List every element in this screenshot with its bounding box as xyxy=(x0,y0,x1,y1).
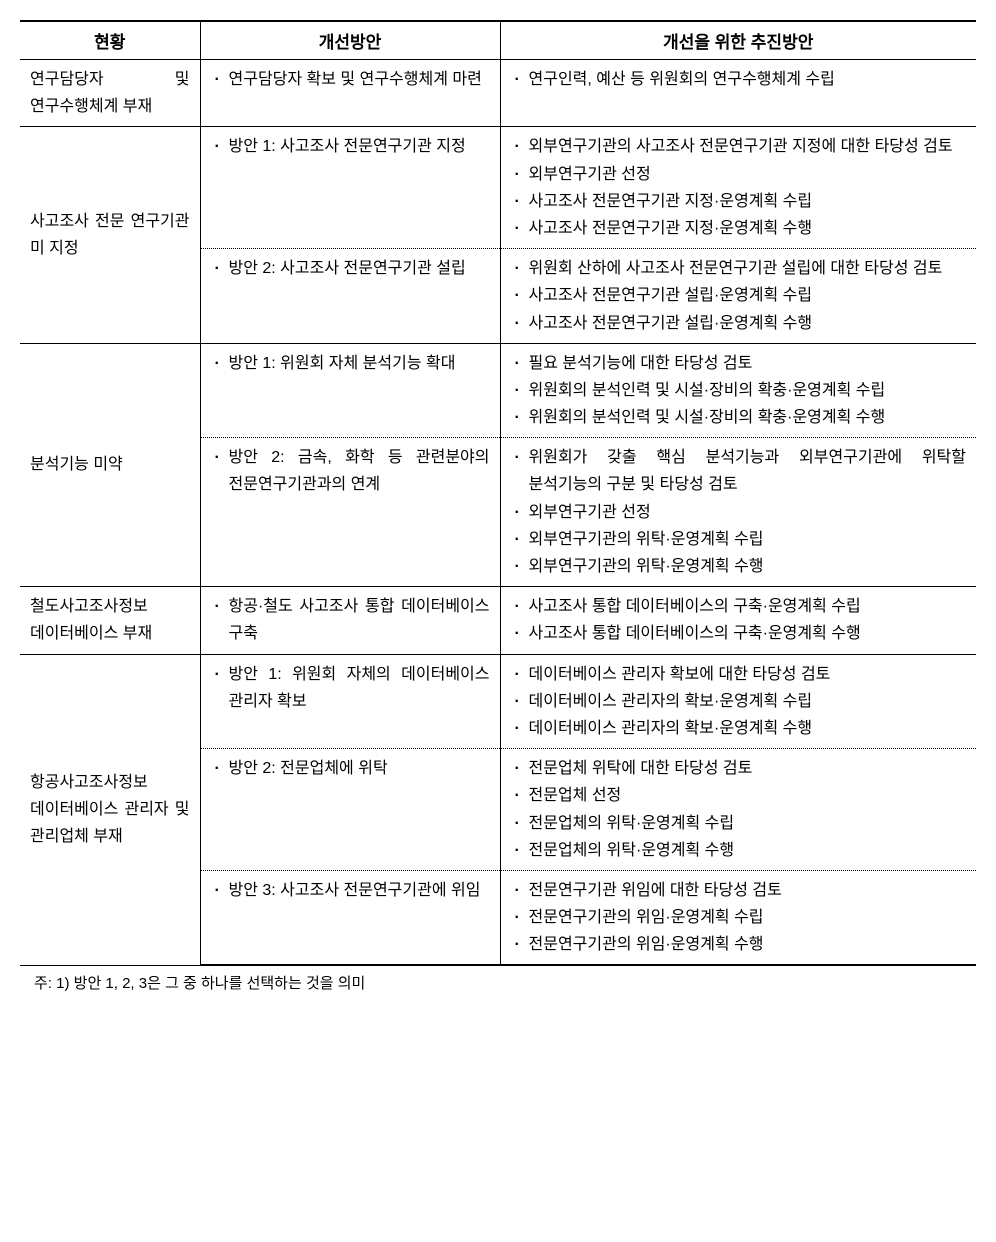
table-row: 연구담당자 및 연구수행체계 부재 연구담당자 확보 및 연구수행체계 마련 연구인… xyxy=(20,60,976,127)
status-cell: 분석기능 미약 xyxy=(20,343,200,587)
plan-cell: 데이터베이스 관리자 확보에 대한 타당성 검토데이터베이스 관리자의 확보·운… xyxy=(500,654,976,749)
col-header-improve: 개선방안 xyxy=(200,21,500,60)
plan-item: 외부연구기관의 위탁·운영계획 수립 xyxy=(511,526,967,553)
improve-cell: 방안 1: 위원회 자체의 데이터베이스 관리자 확보 xyxy=(200,654,500,749)
improve-cell: 연구담당자 확보 및 연구수행체계 마련 xyxy=(200,60,500,127)
plan-item: 데이터베이스 관리자의 확보·운영계획 수행 xyxy=(511,715,967,742)
plan-cell: 위원회 산하에 사고조사 전문연구기관 설립에 대한 타당성 검토사고조사 전문… xyxy=(500,249,976,344)
table-footnote: 주: 1) 방안 1, 2, 3은 그 중 하나를 선택하는 것을 의미 xyxy=(20,966,976,993)
improve-item: 방안 3: 사고조사 전문연구기관에 위임 xyxy=(211,877,490,904)
improve-cell: 방안 2: 사고조사 전문연구기관 설립 xyxy=(200,249,500,344)
plan-item: 위원회가 갖출 핵심 분석기능과 외부연구기관에 위탁할 분석기능의 구분 및 … xyxy=(511,444,967,498)
improve-item: 항공·철도 사고조사 통합 데이터베이스 구축 xyxy=(211,593,490,647)
plan-item: 연구인력, 예산 등 위원회의 연구수행체계 수립 xyxy=(511,66,967,93)
plan-item: 전문연구기관의 위임·운영계획 수립 xyxy=(511,904,967,931)
improve-item: 연구담당자 확보 및 연구수행체계 마련 xyxy=(211,66,490,93)
plan-item: 외부연구기관 선정 xyxy=(511,499,967,526)
plan-item: 위원회의 분석인력 및 시설·장비의 확충·운영계획 수행 xyxy=(511,404,967,431)
table-row: 분석기능 미약방안 1: 위원회 자체 분석기능 확대필요 분석기능에 대한 타… xyxy=(20,343,976,438)
plan-item: 외부연구기관 선정 xyxy=(511,161,967,188)
plan-item: 사고조사 전문연구기관 지정·운영계획 수행 xyxy=(511,215,967,242)
improve-cell: 방안 3: 사고조사 전문연구기관에 위임 xyxy=(200,870,500,965)
plan-item: 데이터베이스 관리자의 확보·운영계획 수립 xyxy=(511,688,967,715)
status-cell: 철도사고조사정보 데이터베이스 부재 xyxy=(20,587,200,654)
plan-cell: 사고조사 통합 데이터베이스의 구축·운영계획 수립사고조사 통합 데이터베이스… xyxy=(500,587,976,654)
table-row: 항공사고조사정보 데이터베이스 관리자 및 관리업체 부재방안 1: 위원회 자… xyxy=(20,654,976,749)
plan-item: 데이터베이스 관리자 확보에 대한 타당성 검토 xyxy=(511,661,967,688)
table-row: 사고조사 전문 연구기관 미 지정방안 1: 사고조사 전문연구기관 지정외부연… xyxy=(20,127,976,249)
plan-item: 사고조사 통합 데이터베이스의 구축·운영계획 수행 xyxy=(511,620,967,647)
plan-item: 전문연구기관 위임에 대한 타당성 검토 xyxy=(511,877,967,904)
plan-item: 사고조사 통합 데이터베이스의 구축·운영계획 수립 xyxy=(511,593,967,620)
table-header-row: 현황 개선방안 개선을 위한 추진방안 xyxy=(20,21,976,60)
improve-cell: 방안 2: 금속, 화학 등 관련분야의 전문연구기관과의 연계 xyxy=(200,438,500,587)
plan-item: 사고조사 전문연구기관 설립·운영계획 수행 xyxy=(511,310,967,337)
col-header-plan: 개선을 위한 추진방안 xyxy=(500,21,976,60)
improve-item: 방안 1: 사고조사 전문연구기관 지정 xyxy=(211,133,490,160)
improve-item: 방안 2: 금속, 화학 등 관련분야의 전문연구기관과의 연계 xyxy=(211,444,490,498)
improve-cell: 항공·철도 사고조사 통합 데이터베이스 구축 xyxy=(200,587,500,654)
plan-item: 외부연구기관의 사고조사 전문연구기관 지정에 대한 타당성 검토 xyxy=(511,133,967,160)
plan-cell: 외부연구기관의 사고조사 전문연구기관 지정에 대한 타당성 검토외부연구기관 … xyxy=(500,127,976,249)
plan-item: 위원회의 분석인력 및 시설·장비의 확충·운영계획 수립 xyxy=(511,377,967,404)
improve-cell: 방안 2: 전문업체에 위탁 xyxy=(200,749,500,871)
plan-item: 전문업체의 위탁·운영계획 수립 xyxy=(511,810,967,837)
plan-item: 위원회 산하에 사고조사 전문연구기관 설립에 대한 타당성 검토 xyxy=(511,255,967,282)
plan-cell: 위원회가 갖출 핵심 분석기능과 외부연구기관에 위탁할 분석기능의 구분 및 … xyxy=(500,438,976,587)
plan-item: 전문업체 위탁에 대한 타당성 검토 xyxy=(511,755,967,782)
plan-item: 외부연구기관의 위탁·운영계획 수행 xyxy=(511,553,967,580)
improve-item: 방안 1: 위원회 자체 분석기능 확대 xyxy=(211,350,490,377)
plan-item: 사고조사 전문연구기관 지정·운영계획 수립 xyxy=(511,188,967,215)
status-cell: 연구담당자 및 연구수행체계 부재 xyxy=(20,60,200,127)
status-cell: 사고조사 전문 연구기관 미 지정 xyxy=(20,127,200,343)
improve-cell: 방안 1: 사고조사 전문연구기관 지정 xyxy=(200,127,500,249)
table-row: 철도사고조사정보 데이터베이스 부재항공·철도 사고조사 통합 데이터베이스 구… xyxy=(20,587,976,654)
plan-cell: 전문연구기관 위임에 대한 타당성 검토전문연구기관의 위임·운영계획 수립전문… xyxy=(500,870,976,965)
plan-item: 전문업체의 위탁·운영계획 수행 xyxy=(511,837,967,864)
status-cell: 항공사고조사정보 데이터베이스 관리자 및 관리업체 부재 xyxy=(20,654,200,965)
improve-item: 방안 1: 위원회 자체의 데이터베이스 관리자 확보 xyxy=(211,661,490,715)
plan-item: 전문연구기관의 위임·운영계획 수행 xyxy=(511,931,967,958)
improve-cell: 방안 1: 위원회 자체 분석기능 확대 xyxy=(200,343,500,438)
improve-item: 방안 2: 사고조사 전문연구기관 설립 xyxy=(211,255,490,282)
plan-item: 사고조사 전문연구기관 설립·운영계획 수립 xyxy=(511,282,967,309)
plan-cell: 필요 분석기능에 대한 타당성 검토위원회의 분석인력 및 시설·장비의 확충·… xyxy=(500,343,976,438)
plan-item: 필요 분석기능에 대한 타당성 검토 xyxy=(511,350,967,377)
plan-item: 전문업체 선정 xyxy=(511,782,967,809)
plan-cell: 연구인력, 예산 등 위원회의 연구수행체계 수립 xyxy=(500,60,976,127)
col-header-status: 현황 xyxy=(20,21,200,60)
improve-item: 방안 2: 전문업체에 위탁 xyxy=(211,755,490,782)
improvement-table: 현황 개선방안 개선을 위한 추진방안 연구담당자 및 연구수행체계 부재연구담… xyxy=(20,20,976,966)
plan-cell: 전문업체 위탁에 대한 타당성 검토전문업체 선정전문업체의 위탁·운영계획 수… xyxy=(500,749,976,871)
